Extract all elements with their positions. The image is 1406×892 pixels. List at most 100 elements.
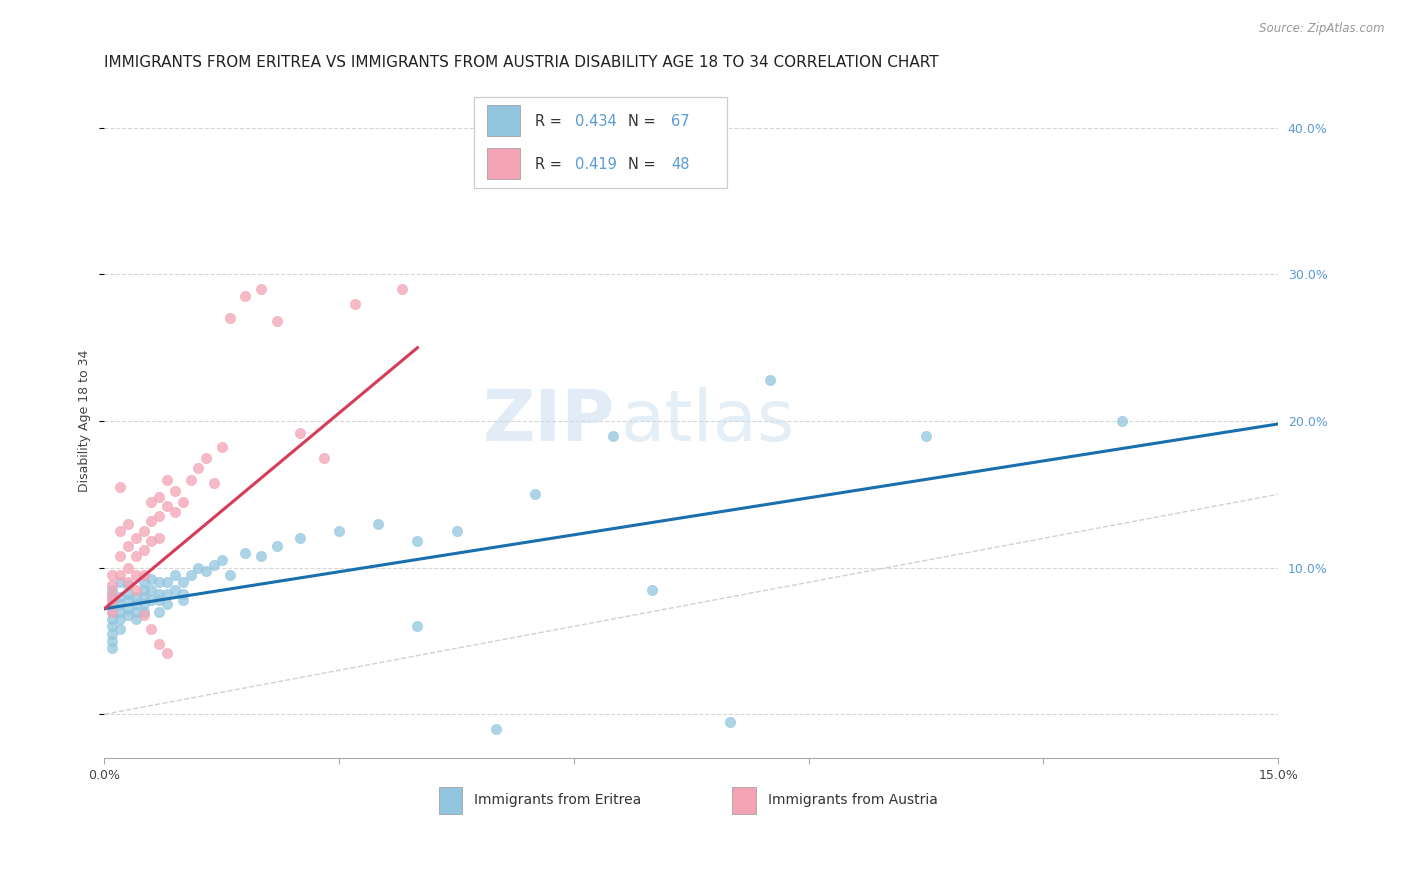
- Point: [101, 619, 124, 633]
- Point: [101, 578, 124, 592]
- Point: [132, 575, 155, 590]
- Point: [132, 607, 155, 622]
- Point: [108, 622, 131, 636]
- Point: [172, 587, 194, 601]
- Point: [446, 524, 468, 538]
- Point: [117, 601, 139, 615]
- Point: [163, 484, 186, 499]
- Point: [141, 573, 163, 587]
- Point: [132, 582, 155, 597]
- Point: [108, 590, 131, 604]
- Point: [211, 441, 233, 455]
- Text: Source: ZipAtlas.com: Source: ZipAtlas.com: [1260, 22, 1385, 36]
- Point: [117, 587, 139, 601]
- Point: [101, 590, 124, 604]
- Point: [141, 622, 163, 636]
- Point: [180, 568, 202, 582]
- Text: Immigrants from Austria: Immigrants from Austria: [768, 793, 938, 807]
- Point: [101, 568, 124, 582]
- Text: atlas: atlas: [621, 386, 796, 456]
- Point: [108, 549, 131, 563]
- Point: [406, 534, 429, 549]
- Point: [156, 473, 179, 487]
- Point: [117, 607, 139, 622]
- Point: [148, 593, 170, 607]
- Point: [148, 605, 170, 619]
- Point: [148, 490, 170, 504]
- Point: [156, 587, 179, 601]
- Point: [187, 560, 209, 574]
- Point: [195, 564, 218, 578]
- Point: [125, 549, 148, 563]
- Point: [132, 568, 155, 582]
- Point: [148, 575, 170, 590]
- Point: [125, 531, 148, 545]
- Point: [101, 612, 124, 626]
- Point: [141, 514, 163, 528]
- Point: [406, 619, 429, 633]
- Point: [156, 597, 179, 611]
- Text: Immigrants from Eritrea: Immigrants from Eritrea: [474, 793, 641, 807]
- Point: [101, 582, 124, 597]
- Point: [108, 575, 131, 590]
- Point: [233, 289, 256, 303]
- Point: [125, 568, 148, 582]
- Point: [266, 539, 288, 553]
- Point: [148, 637, 170, 651]
- Point: [101, 626, 124, 640]
- Point: [602, 428, 624, 442]
- Point: [108, 524, 131, 538]
- Text: ZIP: ZIP: [482, 386, 614, 456]
- Point: [156, 575, 179, 590]
- Point: [218, 568, 240, 582]
- Point: [101, 587, 124, 601]
- Point: [101, 605, 124, 619]
- Point: [641, 582, 664, 597]
- Point: [117, 575, 139, 590]
- Point: [108, 480, 131, 494]
- Point: [132, 605, 155, 619]
- Point: [202, 558, 225, 572]
- Point: [125, 605, 148, 619]
- Point: [180, 473, 202, 487]
- Point: [101, 641, 124, 656]
- Point: [367, 516, 389, 531]
- Point: [125, 590, 148, 604]
- Point: [101, 634, 124, 648]
- Point: [195, 450, 218, 465]
- Point: [125, 597, 148, 611]
- Point: [101, 593, 124, 607]
- Point: [172, 575, 194, 590]
- Point: [233, 546, 256, 560]
- Point: [141, 593, 163, 607]
- Point: [1111, 414, 1133, 428]
- Point: [172, 494, 194, 508]
- Point: [141, 494, 163, 508]
- Point: [117, 516, 139, 531]
- Point: [125, 612, 148, 626]
- Point: [288, 531, 311, 545]
- Point: [312, 450, 335, 465]
- Y-axis label: Disability Age 18 to 34: Disability Age 18 to 34: [79, 350, 91, 492]
- Point: [108, 605, 131, 619]
- Point: [266, 314, 288, 328]
- Point: [288, 425, 311, 440]
- Point: [343, 297, 366, 311]
- Point: [163, 582, 186, 597]
- Point: [117, 578, 139, 592]
- Point: [156, 646, 179, 660]
- Point: [125, 582, 148, 597]
- Point: [108, 568, 131, 582]
- Point: [132, 590, 155, 604]
- Point: [132, 524, 155, 538]
- Point: [187, 461, 209, 475]
- Point: [163, 505, 186, 519]
- Point: [101, 597, 124, 611]
- Point: [117, 539, 139, 553]
- Point: [108, 597, 131, 611]
- Point: [132, 597, 155, 611]
- Point: [758, 373, 780, 387]
- Point: [391, 282, 413, 296]
- Point: [218, 311, 240, 326]
- Point: [211, 553, 233, 567]
